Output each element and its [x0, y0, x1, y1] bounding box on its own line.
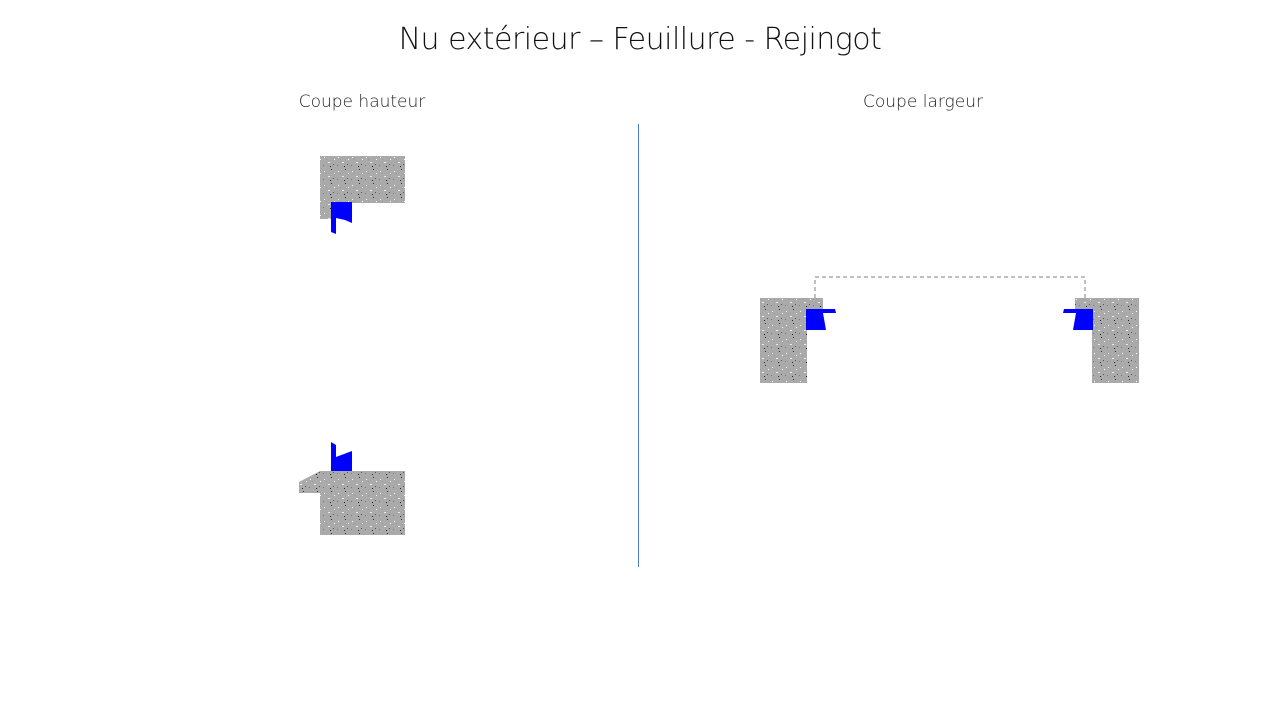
sill-masonry [320, 471, 405, 535]
frame-head-profile [331, 202, 352, 234]
right-jamb-masonry [1075, 298, 1139, 383]
rejingot-drip [299, 471, 320, 493]
section-label-height-cut: Coupe hauteur [298, 92, 426, 112]
frame-sill-profile [331, 442, 352, 471]
opening-outline-dashed [814, 276, 1086, 298]
sill-section [299, 442, 405, 535]
width-section [760, 276, 1139, 383]
left-frame-profile [806, 309, 836, 330]
section-label-width-cut: Coupe largeur [863, 92, 983, 112]
lintel-masonry [320, 156, 405, 219]
slide-title: Nu extérieur – Feuillure - Rejingot [398, 22, 882, 57]
right-frame-profile [1063, 309, 1093, 330]
left-jamb-masonry [760, 298, 823, 383]
lintel-section [320, 156, 405, 234]
